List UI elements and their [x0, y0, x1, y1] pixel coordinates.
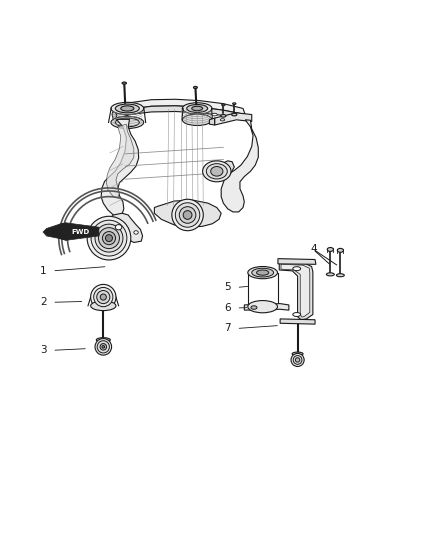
Ellipse shape — [194, 86, 198, 88]
Ellipse shape — [206, 164, 227, 179]
Text: FWD: FWD — [71, 229, 90, 235]
Text: 7: 7 — [224, 324, 231, 334]
Ellipse shape — [134, 231, 138, 234]
Text: 4: 4 — [311, 244, 318, 254]
Ellipse shape — [182, 114, 212, 125]
Ellipse shape — [91, 220, 127, 256]
Ellipse shape — [222, 104, 225, 106]
Ellipse shape — [327, 247, 333, 252]
Text: 5: 5 — [224, 282, 231, 293]
Ellipse shape — [251, 306, 257, 309]
Ellipse shape — [293, 266, 300, 271]
Ellipse shape — [94, 287, 113, 306]
Polygon shape — [154, 200, 221, 227]
Ellipse shape — [293, 312, 300, 317]
Ellipse shape — [97, 341, 110, 353]
Ellipse shape — [212, 113, 217, 116]
Ellipse shape — [100, 294, 106, 300]
Polygon shape — [112, 108, 117, 120]
Ellipse shape — [111, 116, 144, 128]
Ellipse shape — [91, 285, 116, 310]
Ellipse shape — [252, 268, 274, 277]
Polygon shape — [281, 264, 310, 317]
Ellipse shape — [192, 106, 203, 111]
Ellipse shape — [326, 273, 334, 276]
Ellipse shape — [293, 356, 302, 364]
Polygon shape — [215, 113, 252, 125]
Ellipse shape — [115, 224, 122, 230]
Ellipse shape — [211, 166, 223, 176]
Ellipse shape — [102, 231, 116, 245]
Polygon shape — [60, 223, 99, 240]
Polygon shape — [219, 161, 234, 176]
Polygon shape — [106, 124, 134, 198]
Ellipse shape — [183, 211, 192, 220]
Polygon shape — [278, 259, 316, 264]
Text: 1: 1 — [40, 266, 47, 276]
Polygon shape — [114, 99, 245, 115]
Polygon shape — [101, 119, 139, 216]
Ellipse shape — [179, 207, 196, 223]
Polygon shape — [280, 319, 315, 324]
Ellipse shape — [220, 119, 225, 121]
Polygon shape — [209, 118, 215, 125]
Ellipse shape — [87, 216, 131, 260]
Ellipse shape — [96, 338, 110, 342]
Ellipse shape — [233, 103, 236, 104]
Ellipse shape — [100, 344, 106, 350]
Ellipse shape — [336, 274, 344, 277]
Ellipse shape — [248, 266, 278, 279]
Ellipse shape — [172, 199, 203, 231]
Text: 3: 3 — [40, 345, 47, 356]
Ellipse shape — [291, 353, 304, 367]
Text: 2: 2 — [40, 297, 47, 308]
Ellipse shape — [91, 301, 116, 311]
Ellipse shape — [257, 270, 269, 275]
Polygon shape — [244, 304, 289, 310]
Ellipse shape — [111, 102, 144, 115]
Polygon shape — [279, 262, 313, 320]
Ellipse shape — [97, 290, 110, 304]
Ellipse shape — [232, 113, 237, 116]
Ellipse shape — [95, 338, 112, 355]
Ellipse shape — [102, 345, 105, 348]
Ellipse shape — [106, 235, 113, 241]
Ellipse shape — [95, 224, 123, 252]
Ellipse shape — [99, 228, 120, 248]
Ellipse shape — [221, 115, 226, 117]
Polygon shape — [43, 223, 66, 240]
Ellipse shape — [182, 103, 212, 114]
Polygon shape — [117, 106, 245, 120]
Ellipse shape — [295, 358, 300, 362]
Ellipse shape — [121, 106, 134, 111]
Text: 6: 6 — [224, 303, 231, 313]
Ellipse shape — [175, 203, 200, 227]
Ellipse shape — [122, 82, 127, 84]
Ellipse shape — [187, 104, 208, 112]
Ellipse shape — [337, 248, 343, 252]
Polygon shape — [221, 120, 258, 212]
Ellipse shape — [292, 352, 303, 356]
Ellipse shape — [115, 104, 139, 113]
Ellipse shape — [248, 301, 278, 313]
Polygon shape — [111, 213, 143, 243]
Ellipse shape — [203, 161, 231, 182]
